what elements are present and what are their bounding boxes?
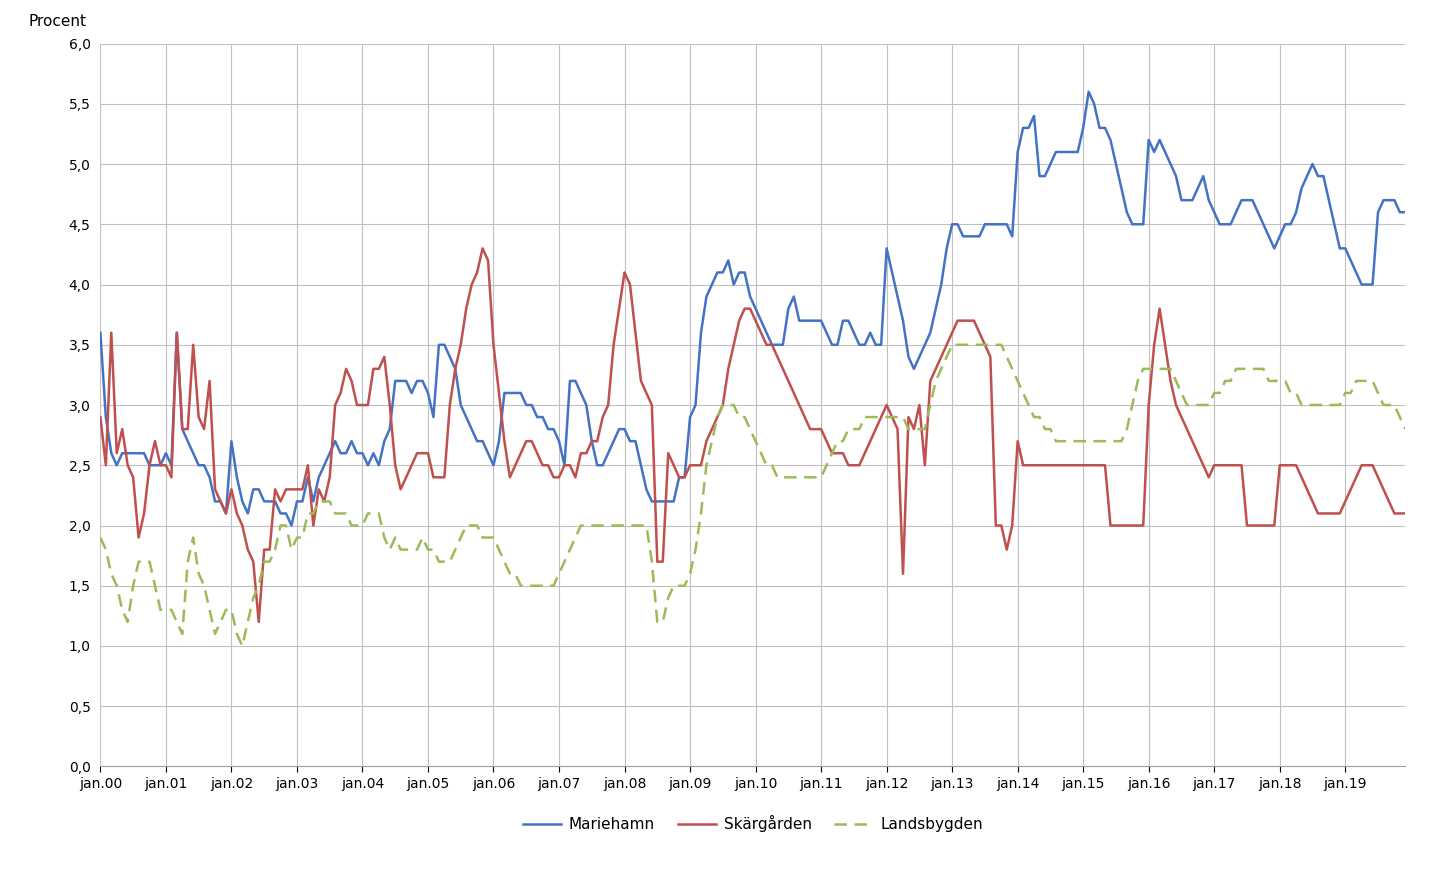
Mariehamn [959, 231, 977, 241]
Skärgården [146, 436, 163, 446]
Mariehamn [92, 327, 109, 338]
Line: Mariehamn: Mariehamn [100, 91, 1405, 525]
Landsbygden [146, 580, 163, 591]
Skärgården [545, 472, 562, 483]
Landsbygden [944, 340, 961, 350]
Landsbygden [179, 557, 196, 567]
Landsbygden [1397, 424, 1414, 435]
Skärgården [179, 424, 196, 435]
Text: Procent: Procent [29, 14, 86, 29]
Landsbygden [304, 509, 321, 519]
Skärgården [475, 243, 492, 253]
Landsbygden [539, 580, 556, 591]
Mariehamn [146, 460, 163, 470]
Skärgården [250, 617, 267, 627]
Mariehamn [179, 436, 196, 446]
Line: Skärgården: Skärgården [100, 248, 1405, 622]
Landsbygden [234, 641, 251, 652]
Landsbygden [92, 532, 109, 543]
Mariehamn [304, 496, 321, 507]
Mariehamn [282, 520, 300, 530]
Mariehamn [539, 424, 556, 435]
Skärgården [1397, 509, 1414, 519]
Mariehamn [1315, 171, 1332, 181]
Skärgården [304, 520, 321, 530]
Line: Landsbygden: Landsbygden [100, 345, 1405, 646]
Skärgården [965, 315, 982, 326]
Skärgården [1315, 509, 1332, 519]
Mariehamn [1397, 207, 1414, 218]
Legend: Mariehamn, Skärgården, Landsbygden: Mariehamn, Skärgården, Landsbygden [516, 809, 989, 839]
Skärgården [92, 412, 109, 422]
Mariehamn [1080, 86, 1097, 97]
Landsbygden [1315, 400, 1332, 410]
Landsbygden [965, 340, 982, 350]
